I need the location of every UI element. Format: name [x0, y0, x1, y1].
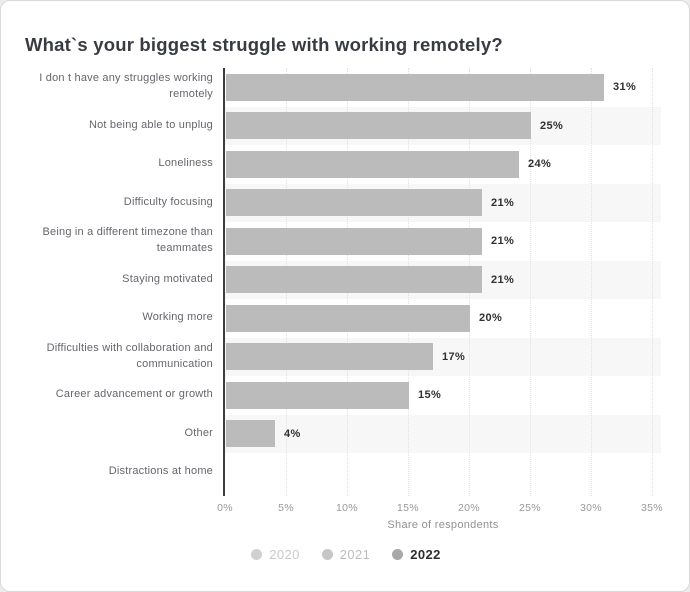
chart-title: What`s your biggest struggle with workin…: [25, 34, 503, 56]
bar: [226, 189, 482, 217]
x-tick-label: 30%: [580, 502, 602, 514]
legend-marker-icon: [321, 549, 333, 560]
bar: [226, 343, 433, 371]
legend-item-2020[interactable]: 2020: [251, 547, 300, 562]
category-label: Not being able to unplug: [88, 118, 213, 131]
legend-item-2022[interactable]: 2022: [392, 547, 441, 562]
category-label: Distractions at home: [108, 465, 213, 478]
x-tick-label: 25%: [519, 502, 541, 514]
bar: [226, 420, 275, 448]
legend-marker-icon: [251, 549, 263, 560]
x-tick-label: 10%: [336, 502, 358, 514]
legend-label: 2020: [269, 547, 300, 562]
legend-item-2021[interactable]: 2021: [321, 547, 371, 562]
x-tick-label: 20%: [458, 502, 480, 514]
value-label: 20%: [479, 312, 503, 325]
bar: [226, 266, 482, 294]
value-label: 15%: [418, 389, 442, 402]
category-label: Difficulties with collaboration and comm…: [46, 341, 213, 370]
legend-label: 2022: [410, 547, 441, 562]
category-label: Staying motivated: [122, 272, 213, 285]
value-label: 31%: [613, 81, 637, 94]
category-label: Being in a different timezone than teamm…: [42, 226, 213, 255]
bar: [226, 73, 604, 101]
category-label: Career advancement or growth: [55, 388, 213, 401]
x-tick-label: 5%: [278, 502, 294, 514]
value-label: 25%: [540, 119, 564, 132]
x-tick-label: 35%: [641, 502, 663, 514]
gridline: [652, 68, 653, 496]
bar: [226, 381, 409, 409]
bar: [226, 150, 519, 178]
x-tick-label: 15%: [397, 502, 419, 514]
legend-label: 2021: [339, 547, 371, 562]
category-label: I don t have any struggles working remot…: [39, 72, 213, 101]
value-label: 21%: [491, 196, 515, 209]
value-label: 24%: [528, 158, 552, 171]
bar: [226, 304, 470, 332]
legend-marker-icon: [392, 549, 404, 560]
value-label: 21%: [491, 235, 515, 248]
y-axis-line: [223, 68, 225, 496]
bar: [226, 227, 482, 255]
chart-legend: 2020 2021 2022: [1, 547, 689, 562]
value-label: 4%: [284, 427, 301, 440]
value-label: 21%: [491, 273, 515, 286]
gridline: [591, 68, 592, 496]
bar: [226, 112, 531, 140]
category-label: Loneliness: [158, 157, 213, 170]
value-label: 17%: [442, 350, 466, 363]
x-tick-label: 0%: [217, 502, 233, 514]
category-label: Other: [184, 426, 213, 439]
x-axis-title: Share of respondents: [387, 519, 499, 531]
category-label: Working more: [142, 311, 213, 324]
category-label: Difficulty focusing: [123, 195, 213, 208]
